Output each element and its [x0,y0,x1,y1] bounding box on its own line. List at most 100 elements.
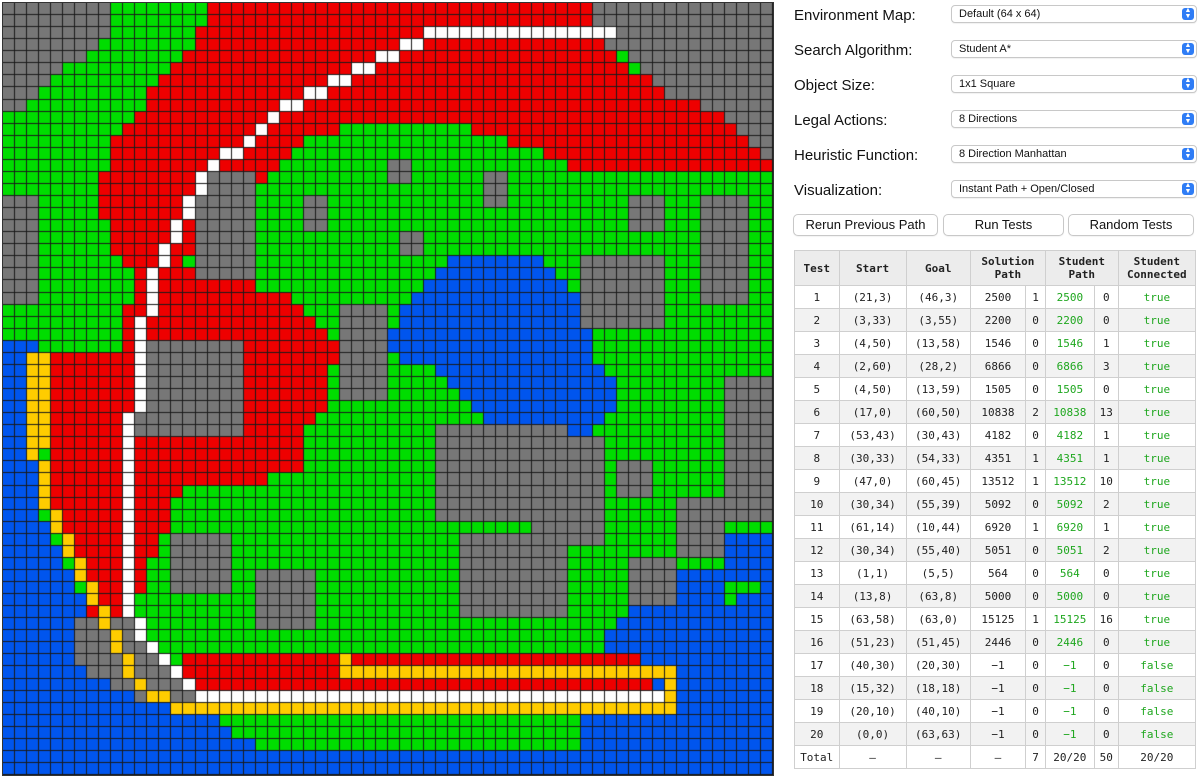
col-header-start: Start [838,250,907,286]
cell-solution-count: 1 [1025,285,1046,309]
table-row[interactable]: 11 (61,14) (10,44) 6920 1 6920 1 true [794,515,1197,539]
table-row[interactable]: 13 (1,1) (5,5) 564 0 564 0 true [794,561,1197,585]
table-row[interactable]: 18 (15,32) (18,18) −1 0 −1 0 false [794,676,1197,700]
table-row[interactable]: 6 (17,0) (60,50) 10838 2 10838 13 true [794,400,1197,424]
col-header-goal: Goal [905,250,971,286]
cell-solution-count: 0 [1025,722,1046,746]
object-size-value: 1x1 Square [959,78,1016,90]
cell-solution-count: 0 [1025,653,1046,677]
cell-connected: true [1117,584,1197,608]
cell-test: 19 [794,699,840,723]
cell-solution-count: 0 [1025,492,1046,516]
cell-goal: (13,58) [905,331,971,355]
col-header-solution-2: Path [994,268,1022,281]
cell-connected: true [1117,331,1197,355]
cell-student-count: 0 [1093,653,1119,677]
table-row[interactable]: 2 (3,33) (3,55) 2200 0 2200 0 true [794,308,1197,332]
cell-student-cost: 4351 [1044,446,1095,470]
cell-goal: (60,45) [905,469,971,493]
table-row[interactable]: 7 (53,43) (30,43) 4182 0 4182 1 true [794,423,1197,447]
cell-solution-count: 0 [1025,676,1046,700]
cell-solution-cost: 1546 [969,331,1027,355]
algorithm-label: Search Algorithm: [794,42,913,59]
cell-connected: false [1117,676,1197,700]
rerun-previous-path-button[interactable]: Rerun Previous Path [793,214,938,236]
cell-solution-count: 1 [1025,469,1046,493]
cell-start: (63,58) [838,607,907,631]
table-row[interactable]: 9 (47,0) (60,45) 13512 1 13512 10 true [794,469,1197,493]
heuristic-select[interactable]: 8 Direction Manhattan ▲ ▼ [951,145,1197,163]
cell-solution-count: 0 [1025,561,1046,585]
random-tests-button[interactable]: Random Tests [1068,214,1194,236]
cell-goal: (5,5) [905,561,971,585]
cell-start: (4,50) [838,377,907,401]
table-row[interactable]: 8 (30,33) (54,33) 4351 1 4351 1 true [794,446,1197,470]
control-panel: Environment Map: Default (64 x 64) ▲ ▼ Se… [786,0,1197,780]
cell-solution-cost: 4182 [969,423,1027,447]
cell-connected: true [1117,630,1197,654]
table-row[interactable]: 15 (63,58) (63,0) 15125 1 15125 16 true [794,607,1197,631]
cell-test: 12 [794,538,840,562]
cell-goal: (30,43) [905,423,971,447]
cell-solution-count: 2 [1025,400,1046,424]
legal-actions-select[interactable]: 8 Directions ▲ ▼ [951,110,1197,128]
cell-test: 17 [794,653,840,677]
cell-goal: (54,33) [905,446,971,470]
cell-solution-count: 1 [1025,515,1046,539]
algorithm-row: Search Algorithm: Student A* ▲ ▼ [794,37,1197,67]
cell-solution-cost: 5000 [969,584,1027,608]
cell-goal: (40,10) [905,699,971,723]
cell-connected: true [1117,354,1197,378]
total-start: – [838,745,907,769]
visualization-select[interactable]: Instant Path + Open/Closed ▲ ▼ [951,180,1197,198]
select-arrows-icon: ▲ ▼ [1182,147,1194,160]
cell-solution-cost: 2446 [969,630,1027,654]
col-header-connected-1: Student [1133,255,1181,268]
cell-goal: (46,3) [905,285,971,309]
table-row[interactable]: 12 (30,34) (55,40) 5051 0 5051 2 true [794,538,1197,562]
cell-student-cost: −1 [1044,653,1095,677]
cell-student-count: 1 [1093,331,1119,355]
cell-student-count: 1 [1093,446,1119,470]
cell-start: (53,43) [838,423,907,447]
cell-test: 6 [794,400,840,424]
table-row[interactable]: 4 (2,60) (28,2) 6866 0 6866 3 true [794,354,1197,378]
map-grid-canvas[interactable] [3,3,773,775]
table-row[interactable]: 20 (0,0) (63,63) −1 0 −1 0 false [794,722,1197,746]
cell-student-count: 1 [1093,515,1119,539]
cell-solution-count: 0 [1025,630,1046,654]
cell-solution-count: 0 [1025,354,1046,378]
cell-solution-cost: −1 [969,699,1027,723]
cell-student-count: 16 [1093,607,1119,631]
legal-actions-row: Legal Actions: 8 Directions ▲ ▼ [794,107,1197,137]
cell-connected: true [1117,446,1197,470]
table-row[interactable]: 5 (4,50) (13,59) 1505 0 1505 0 true [794,377,1197,401]
total-student-count: 50 [1093,745,1119,769]
environment-map[interactable] [2,2,774,776]
table-row[interactable]: 19 (20,10) (40,10) −1 0 −1 0 false [794,699,1197,723]
cell-connected: true [1117,607,1197,631]
select-arrows-icon: ▲ ▼ [1182,77,1194,90]
table-row[interactable]: 16 (51,23) (51,45) 2446 0 2446 0 true [794,630,1197,654]
cell-student-cost: 4182 [1044,423,1095,447]
run-tests-button[interactable]: Run Tests [943,214,1064,236]
env-map-select[interactable]: Default (64 x 64) ▲ ▼ [951,5,1197,23]
table-row[interactable]: 3 (4,50) (13,58) 1546 0 1546 1 true [794,331,1197,355]
table-row[interactable]: 17 (40,30) (20,30) −1 0 −1 0 false [794,653,1197,677]
cell-solution-cost: 5092 [969,492,1027,516]
cell-student-count: 0 [1093,676,1119,700]
cell-goal: (10,44) [905,515,971,539]
heuristic-value: 8 Direction Manhattan [959,148,1067,160]
cell-student-count: 3 [1093,354,1119,378]
object-size-select[interactable]: 1x1 Square ▲ ▼ [951,75,1197,93]
cell-student-count: 13 [1093,400,1119,424]
cell-test: 10 [794,492,840,516]
cell-solution-cost: 6920 [969,515,1027,539]
algorithm-select[interactable]: Student A* ▲ ▼ [951,40,1197,58]
total-student: 20/20 [1044,745,1095,769]
cell-student-count: 0 [1093,630,1119,654]
table-row[interactable]: 14 (13,8) (63,8) 5000 0 5000 0 true [794,584,1197,608]
cell-test: 5 [794,377,840,401]
table-row[interactable]: 10 (30,34) (55,39) 5092 0 5092 2 true [794,492,1197,516]
table-row[interactable]: 1 (21,3) (46,3) 2500 1 2500 0 true [794,285,1197,309]
